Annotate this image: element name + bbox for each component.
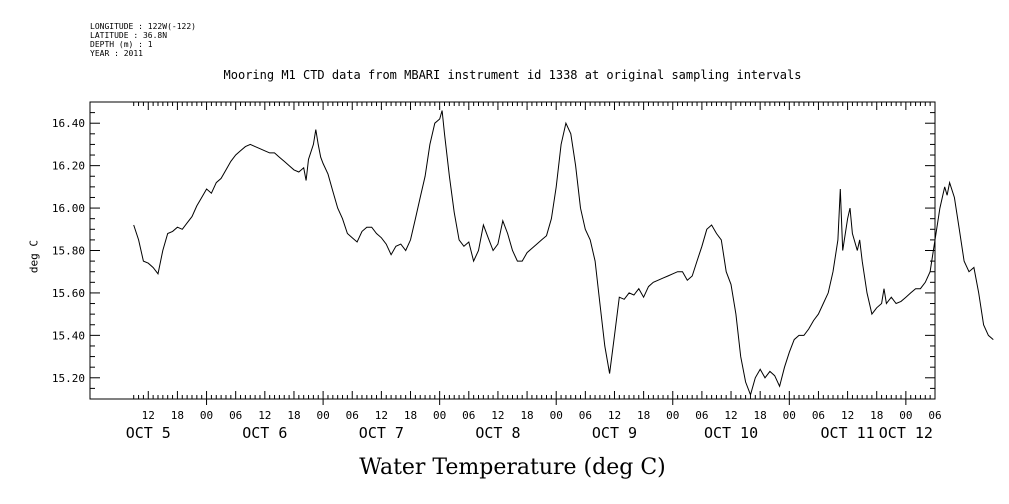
x-tick-label: 06: [579, 409, 592, 422]
chart-title: Mooring M1 CTD data from MBARI instrumen…: [223, 68, 802, 82]
x-tick-label: 06: [229, 409, 242, 422]
x-axis-label: Water Temperature (deg C): [359, 455, 666, 480]
y-tick-label: 16.20: [52, 160, 85, 173]
x-tick-label: 12: [375, 409, 388, 422]
x-tick-label: 18: [637, 409, 650, 422]
y-tick-label: 15.20: [52, 372, 85, 385]
y-tick-label: 15.40: [52, 329, 85, 342]
y-tick-label: 16.00: [52, 202, 85, 215]
meta-year: YEAR : 2011: [90, 49, 143, 58]
meta-depth: DEPTH (m) : 1: [90, 40, 153, 49]
x-tick-label: 12: [841, 409, 854, 422]
temperature-line: [133, 110, 994, 397]
x-day-label: OCT 9: [592, 424, 637, 442]
x-day-label: OCT 11: [820, 424, 874, 442]
x-tick-label: 06: [462, 409, 475, 422]
labels-layer: 12 18 00 06 12 18 00 06 12 18 00 06 12 18 00 06 12 18 00 06…: [52, 117, 942, 442]
x-tick-label: 18: [870, 409, 883, 422]
x-tick-label: 18: [754, 409, 767, 422]
x-tick-label: 00: [433, 409, 446, 422]
ticks-layer: [90, 101, 936, 405]
y-tick-label: 15.80: [52, 245, 85, 258]
x-day-label: OCT 6: [242, 424, 287, 442]
x-day-label: OCT 5: [126, 424, 171, 442]
x-tick-label: 00: [899, 409, 912, 422]
y-tick-label: 15.60: [52, 287, 85, 300]
x-tick-label: 00: [316, 409, 329, 422]
x-tick-label: 06: [928, 409, 941, 422]
x-tick-label: 12: [491, 409, 504, 422]
x-tick-label: 12: [142, 409, 155, 422]
meta-latitude: LATITUDE : 36.8N: [90, 31, 168, 40]
x-day-label: OCT 8: [475, 424, 520, 442]
x-tick-label: 18: [171, 409, 184, 422]
x-tick-label: 00: [666, 409, 679, 422]
x-tick-label: 12: [608, 409, 621, 422]
y-tick-label: 16.40: [52, 117, 85, 130]
x-tick-label: 18: [287, 409, 300, 422]
x-tick-label: 18: [520, 409, 533, 422]
metadata-block: LONGITUDE : 122W(-122) LATITUDE : 36.8N …: [90, 22, 196, 58]
x-tick-label: 12: [258, 409, 271, 422]
x-tick-label: 00: [200, 409, 213, 422]
x-day-label: OCT 12: [879, 424, 933, 442]
x-tick-label: 00: [550, 409, 563, 422]
x-tick-label: 00: [783, 409, 796, 422]
x-day-label: OCT 7: [359, 424, 404, 442]
meta-longitude: LONGITUDE : 122W(-122): [90, 22, 196, 31]
x-tick-label: 18: [404, 409, 417, 422]
x-tick-label: 06: [812, 409, 825, 422]
x-tick-label: 06: [346, 409, 359, 422]
y-axis-label: deg C: [27, 239, 41, 274]
x-day-label: OCT 10: [704, 424, 758, 442]
x-tick-label: 06: [695, 409, 708, 422]
x-tick-label: 12: [724, 409, 737, 422]
